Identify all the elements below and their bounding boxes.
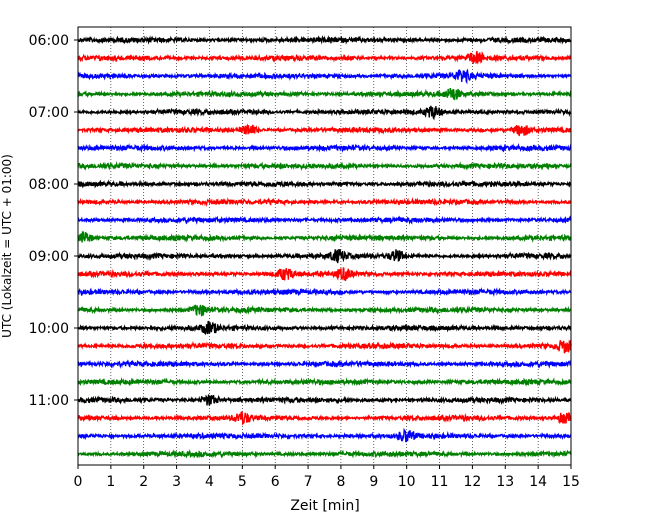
trace-0930 (77, 287, 572, 297)
trace-0645 (77, 87, 572, 101)
y-tick-label: 08:00 (29, 177, 69, 193)
y-axis: 06:00 07:00 08:00 09:00 10:00 11:00 (29, 33, 78, 409)
y-tick-label: 07:00 (29, 105, 69, 121)
trace-1015 (77, 339, 572, 354)
x-tick-label: 2 (139, 474, 148, 490)
trace-0800 (77, 179, 572, 189)
trace-1130 (77, 427, 572, 443)
trace-1045 (77, 376, 572, 387)
trace-0845 (77, 230, 572, 243)
x-tick-label: 4 (205, 474, 214, 490)
trace-0745 (77, 160, 572, 171)
x-axis-label: Zeit [min] (290, 498, 359, 514)
grid-lines (110, 27, 539, 465)
x-tick-label: 5 (238, 474, 247, 490)
x-tick-label: 15 (562, 474, 580, 490)
trace-0600 (77, 35, 572, 45)
x-tick-label: 0 (74, 474, 83, 490)
x-tick-label: 12 (463, 474, 481, 490)
trace-0945 (77, 304, 572, 317)
y-tick-label: 09:00 (29, 249, 69, 265)
y-tick-label: 11:00 (29, 393, 69, 409)
x-tick-label: 1 (106, 474, 115, 490)
trace-0815 (77, 197, 572, 208)
x-tick-label: 11 (431, 474, 449, 490)
trace-1000 (77, 320, 572, 336)
x-tick-label: 13 (496, 474, 514, 490)
trace-1115 (77, 411, 572, 426)
x-tick-label: 14 (529, 474, 547, 490)
trace-0730 (77, 142, 572, 154)
x-tick-label: 10 (398, 474, 416, 490)
trace-0915 (77, 267, 572, 282)
trace-1030 (77, 359, 572, 369)
x-tick-label: 6 (271, 474, 280, 490)
trace-group (77, 35, 572, 459)
trace-0900 (77, 249, 572, 264)
x-axis: 0 1 2 3 4 5 6 7 8 9 10 11 12 13 14 15 (74, 465, 580, 490)
plot-frame (77, 26, 572, 466)
x-tick-label: 9 (369, 474, 378, 490)
y-axis-label: UTC (Lokalzeit = UTC + 01:00) (0, 154, 14, 338)
y-tick-label: 06:00 (29, 33, 69, 49)
x-tick-label: 3 (172, 474, 181, 490)
trace-0830 (77, 215, 572, 225)
trace-0630 (77, 68, 572, 85)
trace-0715 (77, 123, 572, 137)
x-tick-label: 8 (336, 474, 345, 490)
trace-0615 (77, 50, 572, 64)
trace-1100 (77, 394, 572, 406)
trace-1145 (77, 448, 572, 459)
trace-0700 (77, 105, 572, 121)
y-tick-label: 10:00 (29, 321, 69, 337)
x-tick-label: 7 (304, 474, 313, 490)
